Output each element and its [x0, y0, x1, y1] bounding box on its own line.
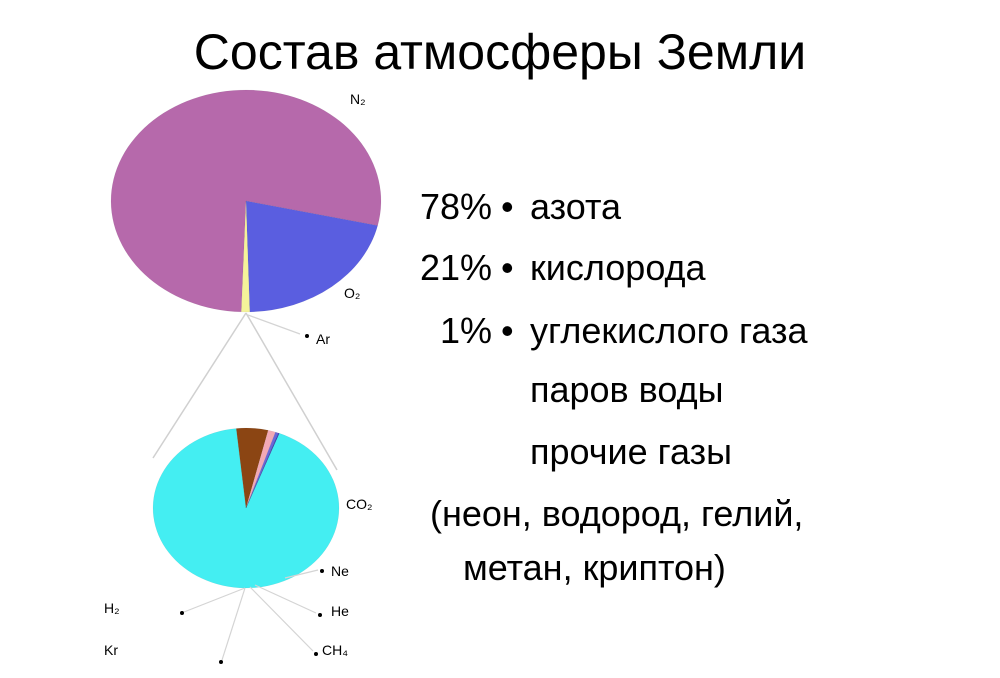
legend-text: паров воды: [530, 369, 724, 410]
pie2-slice-co2: [152, 428, 340, 589]
leader-line-kr: [221, 587, 246, 661]
pie2-label-h2: H₂: [104, 600, 120, 616]
leader-line-he: [254, 584, 317, 614]
leader-dot-he: [318, 613, 322, 617]
leader-line-ch4: [249, 586, 314, 652]
legend-bullet: •: [501, 247, 514, 288]
legend-row-other-gases-list-2: метан, криптон): [0, 546, 1000, 590]
pie2-slice-h2: [245, 432, 280, 509]
legend-row-oxygen: 21% • кислорода: [0, 246, 1000, 290]
leader-dot-ch4: [314, 652, 318, 656]
leader-dot-h2: [180, 611, 184, 615]
pie1-label-o2: O₂: [344, 285, 360, 301]
legend-row-water-vapor: паров воды: [0, 368, 1000, 412]
legend-bullet: •: [501, 186, 514, 227]
pie2-label-he: He: [331, 603, 349, 619]
pie1-label-ar: Ar: [316, 331, 330, 347]
legend-text: углекислого газа: [530, 310, 808, 351]
connector-line-left: [152, 312, 247, 459]
legend-row-other-gases: прочие газы: [0, 430, 1000, 474]
legend-pct: 1%: [439, 310, 492, 351]
leader-dot-kr: [219, 660, 223, 664]
pie1-slice-ar: [241, 200, 251, 313]
pie2-label-ch4: CH₄: [322, 642, 348, 658]
legend-text: азота: [530, 186, 622, 227]
pie2-slice-kr: [245, 432, 280, 509]
pie2-label-ne: Ne: [331, 563, 349, 579]
pie-chart-other-gases: [152, 427, 340, 589]
legend-row-co2: 1% • углекислого газа: [0, 309, 1000, 353]
legend-text: (неон, водород, гелий,: [430, 493, 804, 534]
pie1-slice-o2: [245, 200, 378, 313]
pie2-slice-he: [245, 430, 276, 509]
page-title: Состав атмосферы Земли: [193, 24, 807, 80]
leader-dot-ne: [320, 569, 324, 573]
leader-dot-ar: [305, 334, 309, 338]
legend-pct: 21%: [419, 247, 492, 288]
pie2-slice-ne: [236, 427, 269, 509]
legend-text: прочие газы: [530, 431, 732, 472]
legend-pct: 78%: [419, 186, 492, 227]
pie2-label-co2: CO₂: [346, 496, 372, 512]
pie1-slice-n2: [110, 89, 382, 313]
leader-line-h2: [183, 587, 246, 613]
pie1-label-n2: N₂: [350, 91, 366, 107]
legend-text: кислорода: [530, 247, 706, 288]
pie2-label-kr: Kr: [104, 642, 118, 658]
legend-text: метан, криптон): [463, 547, 726, 588]
pie2-slice-ch4: [245, 431, 279, 509]
legend-row-nitrogen: 78% • азота: [0, 185, 1000, 229]
connector-line-right: [245, 312, 338, 471]
leader-line-ne: [284, 569, 319, 579]
legend-bullet: •: [501, 310, 514, 351]
legend-row-other-gases-list-1: (неон, водород, гелий,: [0, 492, 1000, 536]
pie-chart-atmosphere: [110, 89, 382, 313]
leader-line-ar: [247, 314, 301, 335]
